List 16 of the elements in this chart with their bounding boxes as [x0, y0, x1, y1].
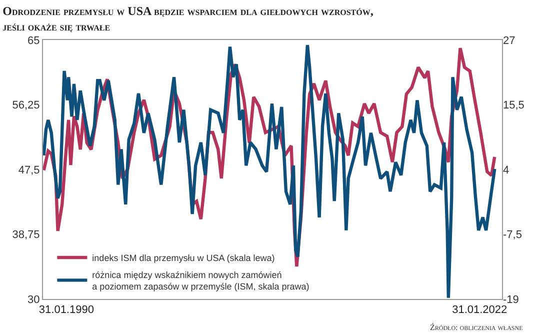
y2-tick-label: -19	[503, 294, 519, 306]
legend-label: różnica między wskaźnikiem nowych zamówień a poziomem zapasów w przemyśle (ISM, skala prawa)	[92, 270, 310, 292]
y2-tick-label: 27	[503, 34, 516, 47]
y2-tick-label: 4	[503, 164, 510, 176]
y2-tick-label: -7,5	[503, 229, 522, 242]
y2-tick-label: 15,5	[503, 100, 524, 112]
x-tick-label: 31.01.1990	[38, 304, 94, 316]
legend-label: indeks ISM dla przemysłu w USA (skala lewa)	[92, 253, 275, 264]
y-tick-label: 38,75	[12, 229, 40, 242]
x-tick-label: 31.01.2022	[452, 304, 508, 316]
y-tick-label: 56,25	[12, 100, 40, 112]
text: Źródło: obliczenia własne	[430, 323, 524, 332]
chart-title: Odrodzenie przemysłu w USA będzie wsparciem dla giełdowych wzrostów, jeśli okaże się trwałe	[2, 4, 374, 34]
y-tick-label: 65	[28, 34, 40, 47]
y-tick-label: 30	[28, 294, 40, 306]
y-tick-label: 47,5	[18, 164, 40, 176]
